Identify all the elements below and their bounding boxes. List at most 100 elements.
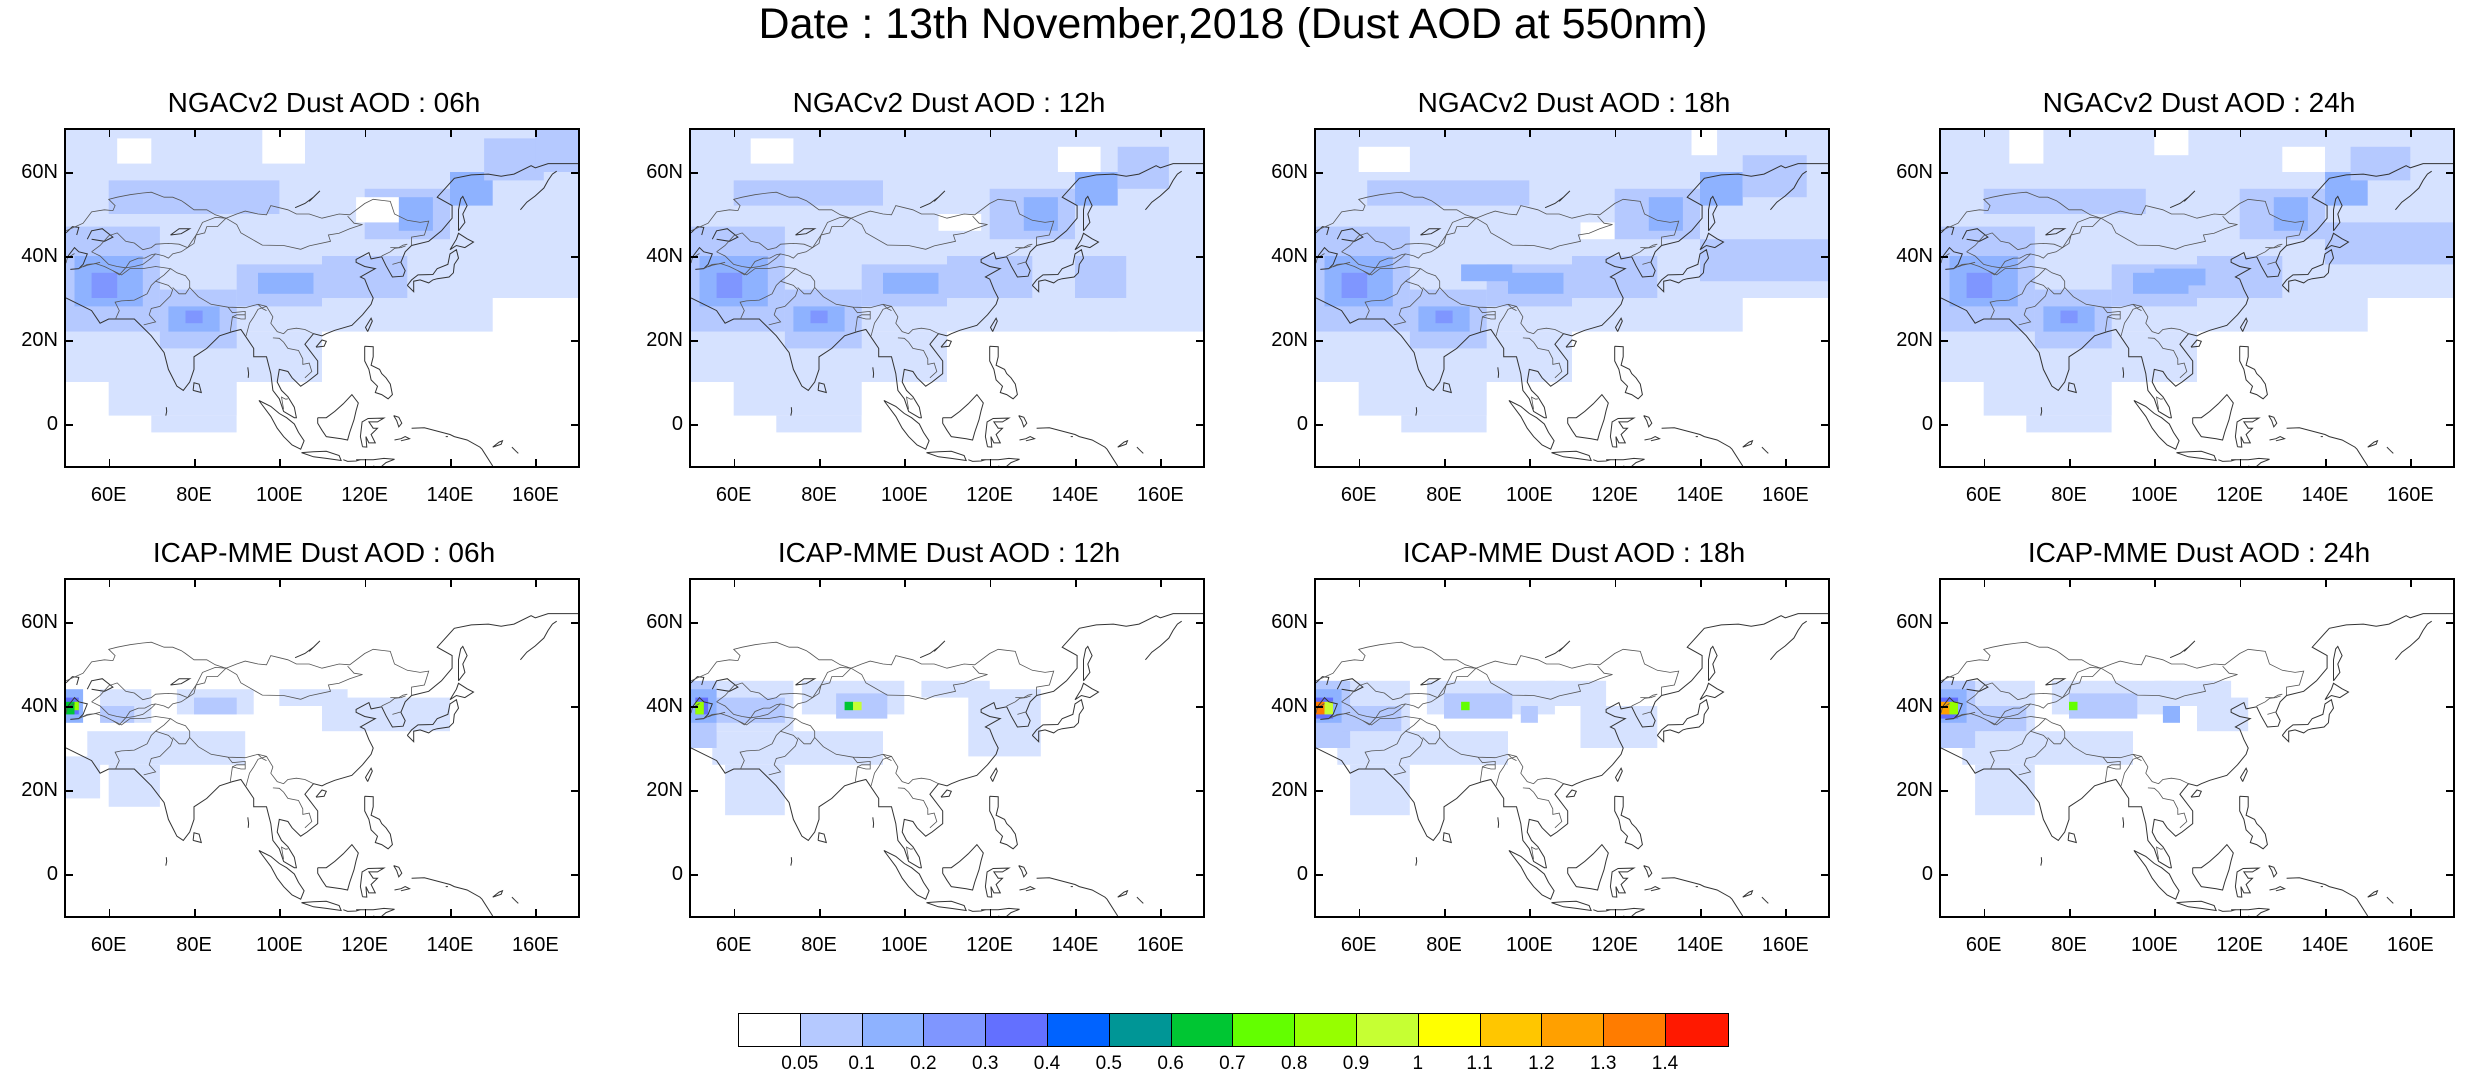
country-border [2155, 846, 2163, 860]
country-border [2100, 215, 2238, 250]
aod-cell [1316, 701, 1325, 715]
country-border [882, 304, 892, 311]
aod-cell [695, 701, 704, 715]
country-border [381, 695, 406, 707]
y-tick [2446, 622, 2455, 624]
aod-gap [117, 138, 152, 164]
x-tick-label: 160E [1761, 934, 1809, 956]
x-tick [1444, 128, 1446, 137]
country-border [1631, 245, 1656, 257]
country-border [1966, 216, 2102, 253]
y-tick [1939, 790, 1948, 792]
y-tick-label: 20N [1896, 329, 1933, 351]
country-border [1941, 191, 2102, 232]
x-tick [1444, 578, 1446, 587]
colorbar-label: 0.2 [910, 1053, 937, 1074]
country-border [1420, 268, 1517, 309]
x-tick [2410, 909, 2412, 918]
country-border [691, 703, 700, 714]
aod-cell [1700, 172, 1743, 206]
country-border [737, 266, 797, 320]
colorbar-swatch [1109, 1014, 1172, 1046]
y-tick-label: 40N [646, 695, 683, 717]
country-border [1017, 711, 1027, 715]
coastline [511, 446, 519, 454]
x-tick [1358, 909, 1361, 918]
coastline [1508, 850, 1555, 900]
aod-cell [1324, 701, 1333, 715]
coastline [2367, 439, 2379, 448]
colorbar-label: 0.9 [1342, 1053, 1370, 1074]
country-border [1362, 716, 1422, 770]
country-border [390, 693, 408, 698]
coastline [2176, 900, 2218, 912]
coastline [2133, 850, 2180, 900]
colorbar-label: 1.1 [1466, 1053, 1493, 1074]
colorbar-label: 0.1 [848, 1053, 875, 1074]
aod-cell [1444, 693, 1513, 719]
colorbar-swatch [924, 1014, 987, 1046]
y-tick [1821, 706, 1830, 708]
country-border [1522, 337, 1563, 379]
coastline [394, 436, 411, 442]
country-border [1341, 701, 1376, 719]
aod-cell [100, 706, 135, 723]
country-border [716, 216, 852, 253]
x-tick [1983, 909, 1986, 918]
coastline [2133, 400, 2180, 450]
country-border [897, 337, 938, 379]
country-border [381, 245, 406, 257]
coastline [2386, 446, 2394, 454]
country-border [66, 703, 75, 714]
x-tick-label: 80E [2051, 934, 2087, 956]
y-tick [64, 622, 73, 624]
colorbar-label: 0.6 [1157, 1053, 1184, 1074]
y-tick [689, 424, 698, 426]
country-border [272, 337, 313, 379]
coastline [449, 232, 475, 251]
x-tick [2154, 128, 2156, 137]
coastline [1336, 228, 1364, 242]
country-border [1640, 693, 1658, 698]
aod-cell [2350, 146, 2411, 181]
country-border [703, 648, 1055, 726]
coastline [2169, 190, 2196, 209]
country-border [1957, 711, 1976, 718]
country-border [2018, 730, 2049, 776]
coastline [2067, 382, 2077, 394]
country-border [857, 314, 871, 318]
x-tick-label: 120E [1591, 934, 1639, 956]
country-border [795, 268, 892, 309]
y-tick [1196, 172, 1205, 174]
country-border [390, 243, 408, 248]
dust-aod-map [66, 613, 578, 916]
country-border [2047, 287, 2066, 295]
colorbar [738, 1013, 1729, 1047]
country-border [1482, 314, 1496, 318]
coastline [1961, 228, 1989, 242]
country-border [1941, 703, 1950, 714]
y-tick [1939, 424, 1948, 426]
aod-cell [322, 697, 450, 732]
y-tick [1196, 706, 1205, 708]
y-tick-label: 0 [1296, 863, 1308, 885]
figure-title: Date : 13th November,2018 (Dust AOD at 5… [758, 0, 1708, 48]
x-tick [279, 128, 281, 137]
coastline [795, 228, 817, 236]
x-tick [819, 578, 821, 587]
x-tick [733, 578, 736, 587]
y-tick-label: 20N [646, 329, 683, 351]
aod-cell [185, 310, 203, 324]
coastline [1609, 867, 1636, 898]
country-border [1522, 787, 1563, 829]
x-tick-label: 140E [1051, 934, 1099, 956]
aod-cell [2154, 268, 2206, 286]
aod-cell [2069, 701, 2078, 711]
coastline [247, 817, 250, 828]
x-tick [108, 578, 111, 587]
colorbar-swatch [1480, 1014, 1543, 1046]
coastline [2045, 678, 2067, 686]
y-tick-label: 60N [21, 161, 58, 183]
coastline [2269, 886, 2286, 892]
y-tick [2446, 790, 2455, 792]
